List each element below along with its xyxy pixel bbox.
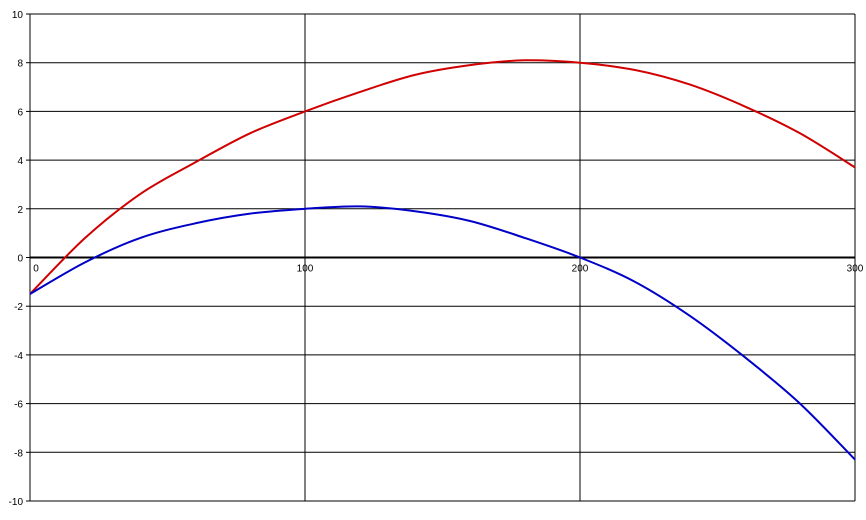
x-tick-label: 200: [572, 264, 589, 275]
y-tick-label: 6: [17, 107, 23, 118]
y-tick-label: -6: [14, 400, 23, 411]
x-tick-label: 300: [847, 264, 864, 275]
y-tick-label: 0: [17, 254, 23, 265]
y-tick-label: 10: [12, 10, 24, 21]
y-tick-label: -10: [9, 497, 24, 508]
y-tick-label: -2: [14, 302, 23, 313]
axes: [26, 13, 855, 502]
y-tick-label: -4: [14, 351, 23, 362]
series-line-2: [29, 205, 856, 461]
x-tick-label: 100: [297, 264, 314, 275]
y-tick-label: 4: [17, 156, 23, 167]
series: [29, 59, 856, 461]
y-tick-label: 8: [17, 59, 23, 70]
series-line-1: [29, 59, 856, 295]
x-tick-label: 0: [33, 264, 39, 275]
y-tick-label: -8: [14, 448, 23, 459]
y-tick-label: 2: [17, 205, 23, 216]
